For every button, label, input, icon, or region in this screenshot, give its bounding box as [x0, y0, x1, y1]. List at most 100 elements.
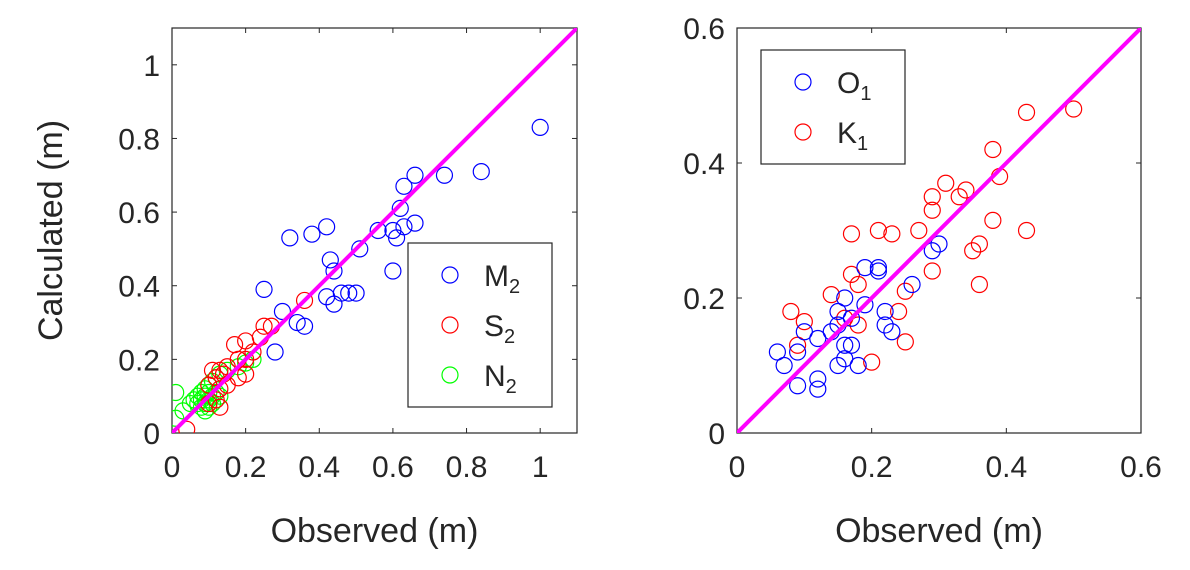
legend-label-subscript: 2: [504, 326, 515, 348]
scatter-point: [923, 201, 941, 219]
scatter-point: [788, 377, 807, 395]
legend-label: K1: [837, 117, 868, 155]
legend-marker: [794, 73, 812, 91]
plot-data: [172, 28, 577, 433]
scatter-point: [200, 398, 218, 416]
scatter-point: [788, 336, 807, 354]
scatter-point: [1017, 103, 1036, 121]
scatter-point: [970, 275, 989, 294]
scatter-point: [395, 177, 413, 195]
legend-label-subscript: 2: [506, 376, 517, 398]
scatter-point: [809, 380, 827, 398]
scatter-point: [836, 289, 854, 307]
scatter-point: [340, 284, 358, 302]
scatter-point: [842, 309, 861, 327]
scatter-point: [950, 188, 968, 206]
scatter-point: [842, 265, 861, 283]
scatter-point: [910, 221, 928, 240]
chart-left: 0 0.2 0.4 0.6 0.8 1 0 0.2 0.4 0.6 0.8 1 Observed (m)…: [32, 27, 578, 550]
scatter-point: [869, 259, 888, 277]
legend-label-name: N: [484, 360, 506, 393]
scatter-point: [387, 229, 406, 247]
y-tick-label: 0: [708, 418, 725, 451]
scatter-point: [178, 420, 196, 433]
x-tick-label: 0.6: [372, 451, 414, 484]
legend-label-name: S: [484, 310, 504, 343]
scatter-point: [531, 118, 549, 137]
y-tick-label: 0.6: [118, 197, 160, 230]
y-tick-label: 0.4: [118, 271, 160, 304]
scatter-point: [937, 174, 955, 192]
scatter-point: [795, 323, 813, 341]
scatter-point: [856, 296, 874, 314]
series-m2: [255, 118, 549, 361]
legend-box: [760, 49, 906, 165]
scatter-point: [869, 221, 888, 240]
scatter-point: [903, 275, 921, 294]
x-tick-label: 0.6: [1120, 451, 1162, 484]
y-axis-label: Calculated (m): [32, 120, 70, 341]
scatter-point: [406, 214, 424, 232]
scatter-point: [237, 350, 255, 368]
scatter-point: [856, 259, 874, 277]
scatter-point: [930, 235, 948, 253]
scatter-point: [174, 402, 192, 420]
scatter-point: [347, 284, 365, 302]
x-axis-label: Observed (m): [835, 512, 1043, 550]
scatter-point: [896, 282, 914, 300]
legend-label: O1: [837, 67, 871, 105]
x-tick-label: 0.8: [446, 451, 488, 484]
series-o1: [768, 235, 948, 398]
scatter-point: [325, 262, 343, 280]
legend-label: N2: [484, 360, 517, 398]
y-tick-label: 0.2: [118, 344, 160, 377]
scatter-point: [181, 394, 200, 413]
x-tick-label: 0.2: [851, 451, 893, 484]
scatter-point: [318, 288, 336, 306]
scatter-point: [229, 358, 247, 376]
scatter-point: [1017, 221, 1036, 240]
scatter-point: [782, 302, 800, 321]
scatter-point: [244, 343, 262, 361]
scatter-point: [351, 240, 369, 258]
legend-label: M2: [484, 260, 520, 298]
scatter-point: [384, 262, 402, 280]
scatter-point: [836, 336, 854, 354]
legend-box: [407, 242, 553, 408]
legend-marker: [441, 316, 459, 334]
reference-line: [172, 28, 577, 433]
scatter-point: [809, 329, 827, 348]
x-tick-label: 0.4: [298, 451, 340, 484]
scatter-point: [255, 317, 273, 335]
scatter-point: [809, 370, 827, 388]
legend-label-subscript: 2: [509, 276, 520, 298]
scatter-point: [211, 398, 229, 416]
reference-line: [737, 28, 1141, 433]
scatter-point: [266, 343, 284, 361]
scatter-point: [883, 225, 901, 243]
scatter-point: [1065, 100, 1083, 118]
scatter-point: [435, 166, 454, 184]
scatter-point: [842, 336, 861, 354]
scatter-point: [836, 350, 854, 368]
scatter-point: [318, 218, 336, 236]
y-tick-label: 0.8: [118, 123, 160, 156]
scatter-point: [923, 188, 941, 206]
legend-marker: [794, 123, 812, 141]
scatter-point: [255, 280, 273, 299]
scatter-point: [829, 302, 847, 321]
scatter-point: [849, 275, 867, 294]
scatter-point: [876, 302, 894, 321]
scatter-point: [896, 333, 914, 351]
x-tick-label: 1: [532, 451, 549, 484]
scatter-point: [295, 291, 314, 310]
scatter-point: [889, 302, 908, 321]
scatter-point: [775, 356, 793, 375]
scatter-point: [829, 356, 847, 375]
scatter-point: [923, 242, 941, 260]
scatter-point: [321, 251, 339, 269]
scatter-point: [303, 225, 321, 243]
y-tick-label: 1: [143, 50, 160, 83]
